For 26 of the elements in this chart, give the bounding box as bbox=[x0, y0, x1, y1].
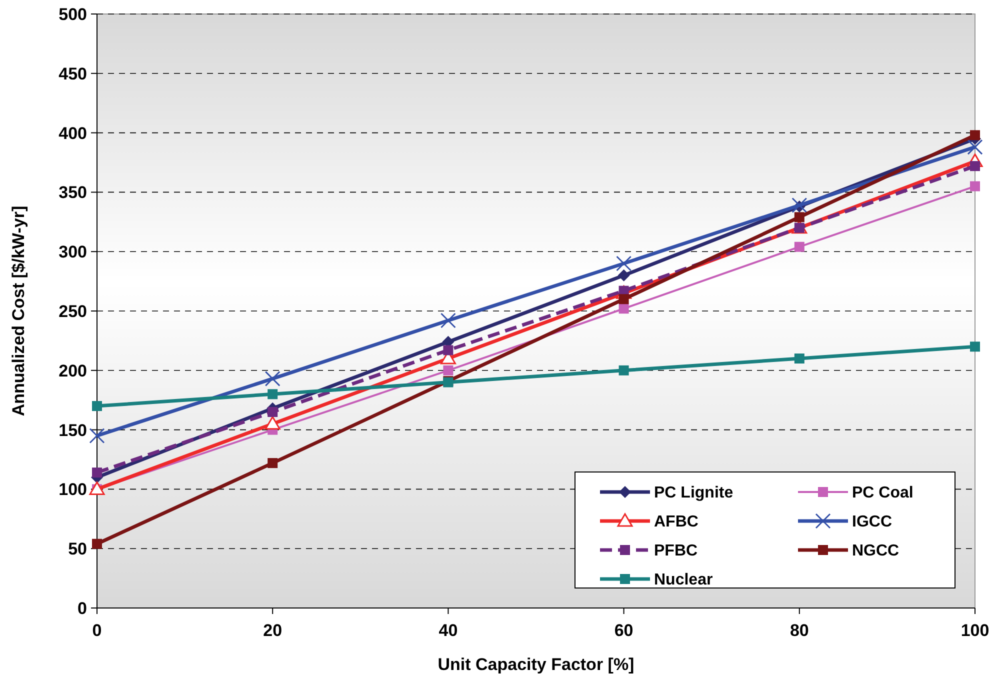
x-tick-label: 40 bbox=[438, 621, 458, 640]
x-tick-label: 0 bbox=[92, 621, 102, 640]
legend-label: AFBC bbox=[654, 514, 699, 531]
y-tick-label: 150 bbox=[58, 420, 87, 440]
x-tick-label: 80 bbox=[790, 621, 809, 640]
y-tick-label: 450 bbox=[58, 64, 87, 84]
x-tick-label: 20 bbox=[263, 621, 282, 640]
y-tick-label: 300 bbox=[58, 242, 87, 262]
y-tick-label: 0 bbox=[78, 598, 87, 618]
y-tick-label: 200 bbox=[58, 361, 87, 380]
legend-label: Nuclear bbox=[654, 572, 713, 589]
y-axis-title: Annualized Cost [$/kW-yr] bbox=[9, 206, 28, 416]
x-tick-label: 100 bbox=[960, 621, 990, 640]
y-tick-label: 500 bbox=[58, 4, 87, 24]
x-axis-title: Unit Capacity Factor [%] bbox=[438, 655, 634, 674]
y-tick-label: 400 bbox=[58, 124, 87, 143]
x-tick-label: 60 bbox=[614, 621, 634, 640]
legend-label: NGCC bbox=[852, 542, 900, 560]
legend-label: PC Coal bbox=[852, 484, 914, 502]
y-tick-label: 50 bbox=[68, 540, 87, 559]
y-tick-label: 350 bbox=[58, 183, 87, 202]
legend-label: PFBC bbox=[654, 542, 698, 560]
legend-label: IGCC bbox=[852, 514, 892, 531]
y-tick-label: 250 bbox=[58, 302, 87, 321]
legend-label: PC Lignite bbox=[654, 484, 734, 502]
y-tick-label: 100 bbox=[58, 480, 87, 500]
